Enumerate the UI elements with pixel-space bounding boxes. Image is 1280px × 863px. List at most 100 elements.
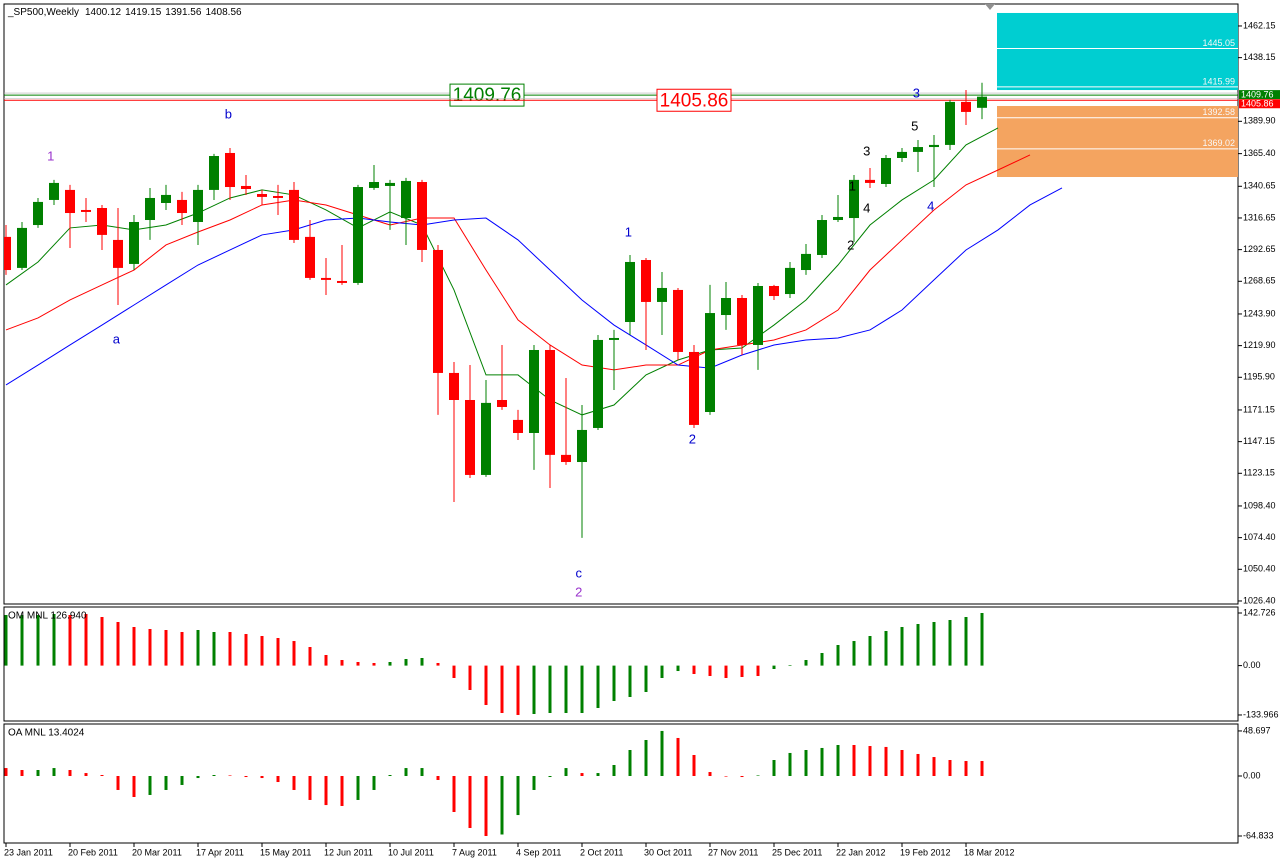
x-tick-label: 23 Jan 2011 bbox=[4, 847, 53, 857]
wave-label: 4 bbox=[863, 200, 870, 215]
candle-body bbox=[833, 216, 843, 221]
wave-label: 3 bbox=[913, 85, 920, 100]
candle-body bbox=[209, 156, 219, 190]
candle-body bbox=[65, 189, 75, 214]
y-tick-label: 1389.90 bbox=[1243, 116, 1276, 126]
candle-body bbox=[737, 297, 747, 345]
y-tick-label: 1123.15 bbox=[1243, 468, 1275, 478]
x-tick-label: 17 Apr 2011 bbox=[196, 847, 244, 857]
high: 1419.15 bbox=[125, 7, 162, 18]
oa-panel bbox=[3, 723, 1239, 844]
candle-body bbox=[625, 261, 635, 323]
symbol: _SP500,Weekly bbox=[7, 7, 79, 18]
candle-body bbox=[321, 277, 331, 280]
moving-average bbox=[5, 187, 1063, 386]
candle-body bbox=[817, 220, 827, 255]
main-plot: 1445.05 1415.99 1392.58 1369.02 1409.76 1405.… bbox=[4, 12, 1238, 599]
candle-body bbox=[145, 197, 155, 221]
y-tick-label: 1316.65 bbox=[1243, 212, 1276, 222]
fib-level-label: 1392.58 bbox=[1202, 107, 1235, 117]
axis-tag bbox=[1239, 90, 1280, 100]
candle-body bbox=[513, 419, 523, 433]
candle-body bbox=[961, 101, 971, 112]
x-tick-label: 19 Feb 2012 bbox=[900, 847, 951, 857]
candle-body bbox=[881, 157, 891, 184]
candle-body bbox=[81, 209, 91, 212]
candle-body bbox=[305, 236, 315, 278]
candle-body bbox=[529, 349, 539, 433]
candle-body bbox=[17, 227, 27, 268]
wave-label: 3 bbox=[863, 143, 870, 158]
candle-body bbox=[353, 187, 363, 283]
y-tick-label: 1219.90 bbox=[1243, 340, 1276, 350]
level-label: 1409.76 bbox=[453, 85, 522, 106]
candle-body bbox=[97, 208, 107, 235]
om-plot bbox=[4, 612, 984, 715]
candle-body bbox=[449, 372, 459, 400]
y-tick-label: 0.00 bbox=[1243, 770, 1261, 780]
wave-label: 1 bbox=[625, 224, 632, 239]
y-tick-label: 1340.65 bbox=[1243, 181, 1276, 191]
candle-body bbox=[193, 189, 203, 222]
candle-body bbox=[609, 337, 619, 340]
candle-body bbox=[129, 221, 139, 264]
y-tick-label: 1050.40 bbox=[1243, 564, 1276, 574]
candle-body bbox=[401, 180, 411, 219]
candle-body bbox=[177, 199, 187, 214]
candle-body bbox=[865, 179, 875, 183]
candle-body bbox=[913, 147, 923, 152]
candle-body bbox=[369, 182, 379, 188]
open: 1400.12 bbox=[85, 7, 122, 18]
wave-label: 5 bbox=[911, 118, 918, 133]
level-box bbox=[656, 88, 732, 112]
candle-body bbox=[4, 236, 11, 271]
wave-label: 1 bbox=[849, 178, 856, 193]
moving-average bbox=[5, 154, 1031, 371]
wave-label: a bbox=[113, 331, 121, 346]
close: 1408.56 bbox=[205, 7, 242, 18]
wave-label: 4 bbox=[927, 198, 934, 213]
candle-body bbox=[897, 151, 907, 158]
y-tick-label: 1074.40 bbox=[1243, 532, 1276, 542]
candle-body bbox=[481, 402, 491, 475]
candle-body bbox=[289, 189, 299, 240]
candle-body bbox=[673, 289, 683, 352]
x-tick-label: 4 Sep 2011 bbox=[516, 847, 561, 857]
candle-body bbox=[657, 287, 667, 302]
candle-body bbox=[689, 351, 699, 425]
candle-body bbox=[225, 152, 235, 188]
y-tick-label: 48.697 bbox=[1243, 725, 1271, 735]
y-tick-label: 1243.90 bbox=[1243, 308, 1276, 318]
axis-tag-label: 1409.76 bbox=[1241, 89, 1274, 99]
y-tick-label: 1438.15 bbox=[1243, 52, 1276, 62]
candle-body bbox=[593, 339, 603, 428]
low: 1391.56 bbox=[165, 7, 202, 18]
candle-body bbox=[257, 194, 267, 197]
candle-body bbox=[337, 280, 347, 283]
candle-body bbox=[385, 182, 395, 186]
fib-level-label: 1415.99 bbox=[1202, 76, 1235, 86]
candle-body bbox=[465, 399, 475, 475]
x-tick-label: 20 Mar 2011 bbox=[132, 847, 182, 857]
fib-level-label: 1369.02 bbox=[1202, 138, 1235, 148]
axes: 1462.15 1438.15 1389.90 1365.40 1340.65 1316.… bbox=[4, 20, 1280, 857]
wave-label: b bbox=[225, 106, 232, 121]
candle-body bbox=[801, 253, 811, 271]
x-tick-label: 20 Feb 2011 bbox=[68, 847, 118, 857]
fib-level-label: 1445.05 bbox=[1202, 38, 1235, 48]
candle-body bbox=[49, 182, 59, 200]
wave-label: c bbox=[576, 565, 583, 580]
om-panel bbox=[3, 606, 1239, 722]
oa-title: OA MNL 13.4024 bbox=[8, 728, 85, 739]
candle-body bbox=[161, 194, 171, 203]
candle-body bbox=[561, 454, 571, 463]
wave-label: 2 bbox=[689, 431, 696, 446]
candle-body bbox=[417, 182, 427, 250]
y-tick-label: 1098.40 bbox=[1243, 500, 1276, 510]
fib-zone bbox=[997, 12, 1238, 91]
candle-body bbox=[113, 239, 123, 268]
y-tick-label: 1292.65 bbox=[1243, 244, 1276, 254]
om-title: OM MNL 126.940 bbox=[8, 611, 87, 622]
x-tick-label: 12 Jun 2011 bbox=[324, 847, 373, 857]
candle-body bbox=[929, 144, 939, 148]
